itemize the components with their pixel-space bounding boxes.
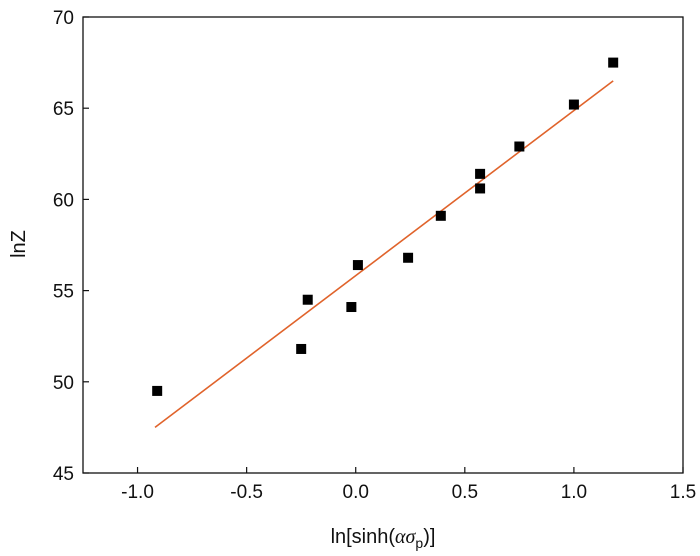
data-point <box>403 252 414 263</box>
data-points <box>152 57 619 396</box>
x-axis-label-subscript: p <box>415 535 423 551</box>
y-tick-label: 65 <box>53 99 74 120</box>
data-point <box>435 210 446 221</box>
x-axis-label-symbol: ασ <box>395 526 416 548</box>
data-point <box>296 343 307 354</box>
y-tick-label: 60 <box>53 190 74 211</box>
data-point <box>346 302 357 313</box>
data-point <box>475 183 486 194</box>
fit-line <box>154 80 614 429</box>
y-tick-label: 70 <box>53 8 74 29</box>
x-axis-label: ln[sinh(ασp)] <box>331 526 436 551</box>
x-axis-label-prefix: ln[sinh( <box>331 526 396 548</box>
y-tick-label: 50 <box>53 373 74 394</box>
data-point <box>475 168 486 179</box>
data-point <box>608 57 619 68</box>
plot-frame <box>82 16 684 474</box>
x-tick-label: 0.0 <box>343 482 369 503</box>
x-tick-label: 1.5 <box>670 482 696 503</box>
data-point <box>152 385 163 396</box>
axes <box>82 16 684 474</box>
fit-line-group <box>154 80 614 429</box>
x-tick-label: 1.0 <box>561 482 587 503</box>
y-axis-label: lnZ <box>8 230 30 258</box>
data-point <box>514 141 525 152</box>
tick-labels: -1.0 -0.5 0.0 0.5 1.0 1.5 45 50 55 60 65 70 <box>53 8 696 503</box>
y-tick-label: 45 <box>53 464 74 485</box>
y-tick-label: 55 <box>53 282 74 303</box>
x-axis-label-suffix: )] <box>423 526 435 548</box>
x-tick-label: -0.5 <box>230 482 263 503</box>
data-point <box>302 294 313 305</box>
x-tick-label: 0.5 <box>452 482 478 503</box>
data-point <box>352 260 363 271</box>
data-point <box>568 99 579 110</box>
x-tick-label: -1.0 <box>121 482 154 503</box>
